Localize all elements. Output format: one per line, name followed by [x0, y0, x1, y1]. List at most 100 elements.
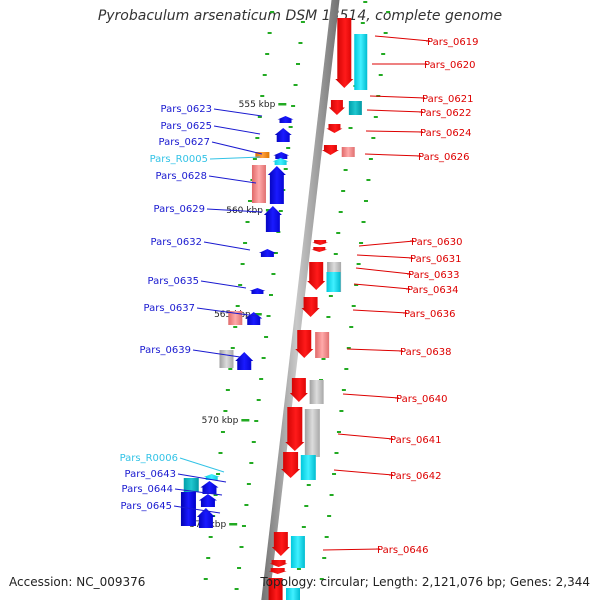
reverse-gene-arrow — [326, 124, 343, 133]
gene-block — [300, 455, 316, 480]
label-leader-line — [355, 267, 412, 275]
gene-block — [286, 588, 301, 600]
tick-mark — [239, 546, 244, 548]
label-leader-line — [364, 153, 422, 157]
gene-block — [268, 578, 283, 600]
gene-label: Pars_0633 — [408, 270, 459, 281]
forward-gene-arrow — [277, 116, 294, 123]
gene-label: Pars_0620 — [424, 60, 475, 71]
tick-mark — [235, 305, 240, 307]
gene-label: Pars_0634 — [407, 285, 458, 296]
tick-mark — [373, 116, 378, 118]
reverse-gene-arrow — [295, 330, 314, 358]
tick-mark — [366, 179, 371, 181]
tick-mark — [254, 420, 259, 422]
tick-mark — [386, 11, 391, 13]
tick-mark — [260, 95, 265, 97]
tick-mark — [264, 336, 269, 338]
tick-mark — [216, 473, 221, 475]
tick-mark — [213, 494, 218, 496]
forward-gene-arrow — [235, 352, 254, 370]
tick-mark — [324, 536, 329, 538]
label-leader-line — [174, 488, 223, 496]
tick-mark — [360, 22, 365, 24]
gene-label: Pars_0624 — [420, 128, 471, 139]
gene-block — [180, 492, 196, 526]
tick-mark — [338, 211, 343, 213]
tick-mark — [228, 368, 233, 370]
reverse-gene-arrow — [271, 532, 290, 556]
label-leader-line — [366, 109, 424, 113]
gene-label: Pars_0621 — [422, 94, 473, 105]
tick-mark — [220, 431, 225, 433]
scale-label: 570 kbp — [202, 416, 239, 426]
tick-mark — [356, 263, 361, 265]
tick-mark — [257, 116, 262, 118]
label-leader-line — [333, 469, 394, 476]
tick-mark — [288, 126, 293, 128]
tick-mark — [249, 462, 254, 464]
gene-block — [183, 478, 199, 492]
forward-gene-arrow — [274, 128, 292, 142]
tick-mark — [327, 515, 332, 517]
reverse-gene-arrow — [269, 560, 288, 567]
tick-mark — [296, 568, 301, 570]
gene-label: Pars_0642 — [390, 471, 441, 482]
forward-gene-arrow — [258, 249, 276, 257]
label-leader-line — [352, 309, 408, 314]
reverse-gene-arrow — [307, 262, 326, 290]
tick-mark — [259, 378, 264, 380]
tick-mark — [334, 452, 339, 454]
reverse-gene-arrow — [321, 145, 339, 155]
label-leader-line — [213, 108, 263, 117]
gene-label: Pars_0631 — [410, 254, 461, 265]
gene-label: Pars_0630 — [411, 237, 462, 248]
tick-mark — [351, 305, 356, 307]
gene-block — [354, 34, 368, 90]
label-leader-line — [365, 130, 424, 133]
tick-mark — [332, 473, 337, 475]
forward-gene-arrow — [249, 288, 266, 294]
tick-mark — [270, 11, 275, 13]
tick-mark — [237, 567, 242, 569]
gene-label: Pars_0636 — [404, 309, 455, 320]
gene-block — [251, 165, 266, 203]
reverse-gene-arrow — [328, 100, 345, 115]
label-leader-line — [200, 280, 247, 289]
tick-mark — [319, 578, 324, 580]
tick-mark — [293, 84, 298, 86]
gene-block — [315, 332, 330, 358]
label-leader-line — [173, 505, 221, 514]
gene-label: Pars_0626 — [418, 152, 469, 163]
gene-label: Pars_0635 — [148, 276, 199, 287]
tick-mark — [233, 326, 238, 328]
tick-mark — [383, 32, 388, 34]
gene-label: Pars_0627 — [159, 137, 210, 148]
gene-label: Pars_0623 — [161, 104, 212, 115]
tick-mark — [230, 347, 235, 349]
tick-mark — [363, 200, 368, 202]
tick-mark — [359, 242, 364, 244]
label-leader-line — [192, 349, 241, 358]
tick-mark — [354, 284, 359, 286]
gene-label: Pars_0629 — [154, 204, 205, 215]
forward-gene-arrow — [272, 158, 289, 165]
gene-label: Pars_R0005 — [150, 154, 208, 165]
label-leader-line — [353, 283, 411, 290]
tick-mark — [267, 32, 272, 34]
tick-mark — [278, 210, 283, 212]
tick-mark — [246, 483, 251, 485]
label-leader-line — [322, 548, 381, 551]
tick-mark — [336, 431, 341, 433]
tick-mark — [266, 315, 271, 317]
accession-text: Accession: NC_009376 — [9, 575, 146, 589]
label-leader-line — [196, 307, 257, 317]
gene-label: Pars_R0006 — [120, 453, 178, 464]
tick-mark — [265, 53, 270, 55]
gene-label: Pars_0622 — [420, 108, 471, 119]
gene-label: Pars_0628 — [156, 171, 207, 182]
label-leader-line — [211, 141, 263, 155]
tick-mark — [306, 484, 311, 486]
scale-tick — [229, 523, 238, 526]
scale-tick — [253, 313, 262, 316]
